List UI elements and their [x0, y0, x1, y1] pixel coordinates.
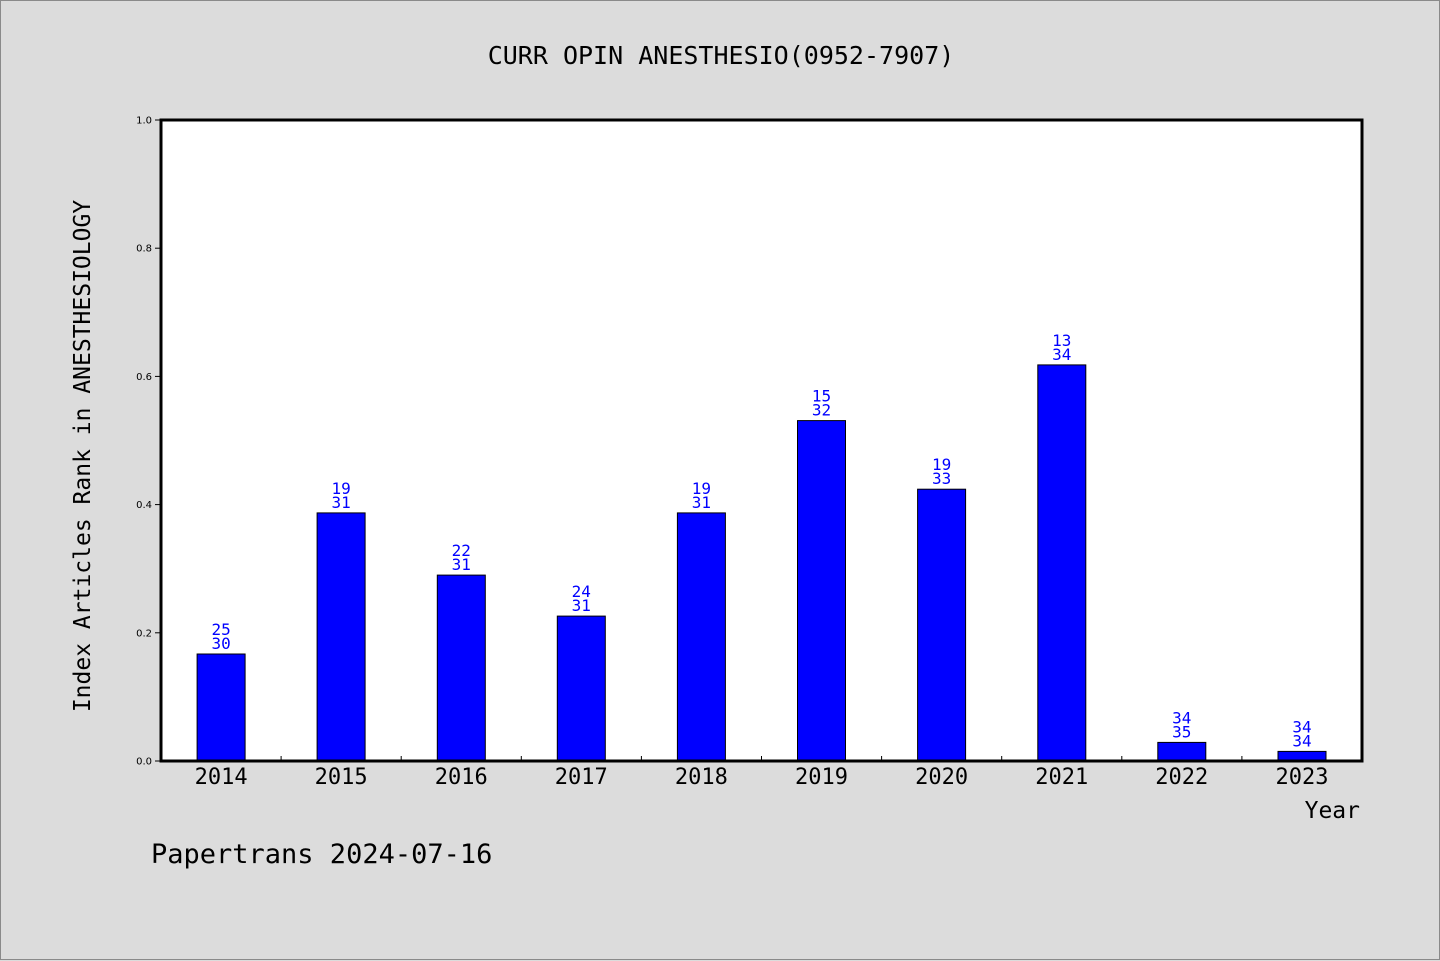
bar-2022: [1157, 741, 1207, 762]
footer-text: Papertrans 2024-07-16: [151, 839, 492, 870]
bar-label-rank-2015: 19: [331, 479, 350, 498]
y-tick-label: 0.0: [136, 757, 152, 768]
bar-label-rank-2018: 19: [692, 479, 711, 498]
bar-label-rank-2019: 15: [812, 387, 831, 406]
bar-2021: [1037, 364, 1087, 762]
bar-2020: [917, 488, 967, 762]
bar-label-rank-2022: 34: [1172, 708, 1191, 727]
x-tick-label-2023: 2023: [1276, 765, 1329, 790]
bar-2019: [797, 420, 846, 762]
y-tick-label: 0.2: [136, 628, 152, 639]
y-axis-label: Index Articles Rank in ANESTHESIOLOGY: [70, 200, 96, 712]
plot-border: [159, 118, 1364, 763]
x-tick-label-2017: 2017: [555, 765, 608, 790]
x-tick-label-2019: 2019: [795, 765, 848, 790]
bar-label-total-2022: 35: [1172, 722, 1191, 741]
x-tick-label-2022: 2022: [1155, 765, 1208, 790]
bar-label-total-2019: 32: [812, 401, 831, 420]
y-tick-label: 0.6: [136, 372, 152, 383]
y-tick-label: 0.8: [136, 244, 152, 255]
x-tick-label-2016: 2016: [435, 765, 488, 790]
bar-2014: [196, 653, 246, 762]
y-tick-label: 0.4: [136, 500, 152, 511]
x-tick-label-2014: 2014: [195, 765, 248, 790]
bar-2016: [436, 574, 486, 762]
bar-2018: [676, 512, 726, 762]
bars-group: [196, 364, 1327, 762]
bar-label-rank-2016: 22: [452, 541, 471, 560]
chart-title: CURR OPIN ANESTHESIO(0952-7907): [488, 41, 955, 70]
bar-label-total-2015: 31: [331, 493, 350, 512]
x-tick-label-2021: 2021: [1035, 765, 1088, 790]
bar-label-total-2017: 31: [572, 596, 591, 615]
x-axis-ticks: 2014 2015 2016 2017 2018 2019 2020 2021 2022 2023: [195, 756, 1329, 790]
bar-label-rank-2020: 19: [932, 455, 951, 474]
bar-label-total-2020: 33: [932, 469, 951, 488]
x-axis-label: Year: [1305, 798, 1360, 824]
bar-label-total-2023: 34: [1292, 731, 1311, 750]
x-tick-label-2018: 2018: [675, 765, 728, 790]
bar-label-total-2021: 34: [1052, 345, 1071, 364]
x-tick-label-2015: 2015: [315, 765, 368, 790]
bar-2015: [316, 512, 366, 762]
bar-label-rank-2017: 24: [572, 582, 591, 601]
bar-label-rank-2014: 25: [211, 620, 230, 639]
bar-label-rank-2023: 34: [1292, 717, 1311, 736]
bar-label-total-2018: 31: [692, 493, 711, 512]
x-tick-label-2020: 2020: [915, 765, 968, 790]
bar-2017: [556, 615, 606, 762]
y-axis-ticks: 0.0 0.2 0.4 0.6 0.8 1.0: [136, 116, 161, 768]
bar-label-total-2016: 31: [452, 555, 471, 574]
bar-label-total-2014: 30: [211, 634, 230, 653]
bar-label-rank-2021: 13: [1052, 331, 1071, 350]
y-tick-label: 1.0: [136, 116, 152, 127]
